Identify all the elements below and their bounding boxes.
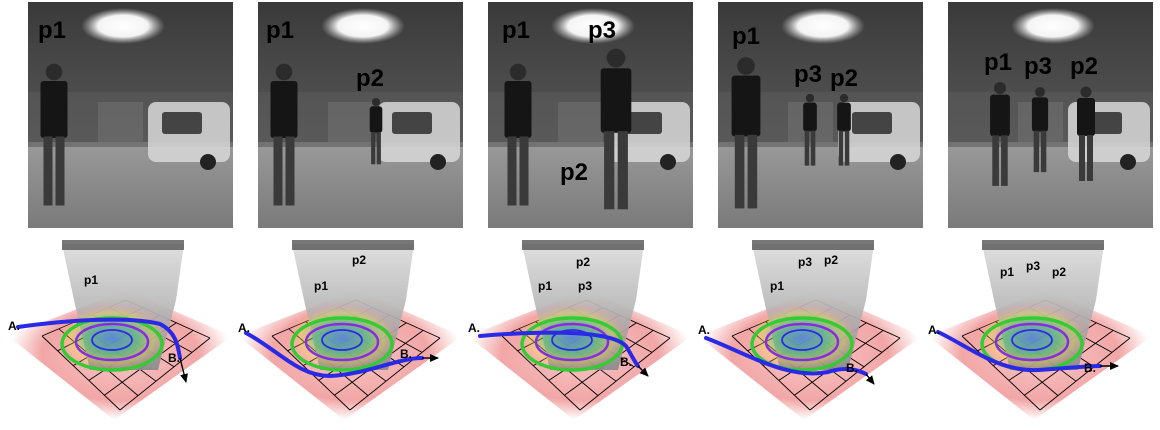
map-person-label: p2 (352, 253, 366, 267)
map-person-label: p2 (1052, 265, 1066, 279)
occupancy-map: A. B. p1 (8, 240, 232, 420)
panel-3: p1 p3 p2 A. B. p1 p2 p3 (468, 2, 693, 420)
start-label: A. (8, 319, 20, 333)
end-label: B. (1084, 361, 1096, 375)
start-label: A. (238, 321, 250, 335)
map-person-label: p1 (314, 279, 328, 293)
occupancy-map: A. B. p1 p3 p2 (928, 240, 1152, 420)
occupancy-map: A. B. p1 p3 p2 (698, 240, 922, 420)
map-person-label: p3 (798, 255, 812, 269)
trajectory-path (936, 330, 1102, 373)
camera-photo: p1 p3 p2 (948, 2, 1153, 228)
start-label: A. (468, 321, 480, 335)
photo-person-label: p3 (794, 61, 822, 88)
photo-person-label: p1 (38, 17, 66, 44)
contour-mid (304, 322, 380, 362)
occupancy-map: A. B. p1 p2 (238, 240, 462, 420)
map-person-label: p1 (84, 273, 98, 287)
person-figure (504, 63, 532, 206)
camera-photo: p1 (28, 2, 233, 228)
trajectory-path (244, 331, 424, 379)
person-figure (803, 93, 817, 166)
photo-person-label: p3 (588, 17, 616, 44)
direction-arrow (179, 357, 188, 383)
contour-inner (1011, 329, 1053, 351)
photo-person-label: p2 (830, 65, 858, 92)
heatmap (742, 302, 862, 374)
photo-person-label: p1 (266, 17, 294, 44)
heatmap (512, 302, 632, 374)
heatmap (972, 302, 1092, 374)
camera-photo: p1 p3 p2 (488, 2, 693, 228)
map-person-label: p2 (576, 255, 590, 269)
person-figure (1031, 87, 1049, 173)
map-person-label: p2 (824, 253, 838, 267)
end-label: B. (620, 355, 632, 369)
start-label: A. (928, 323, 940, 337)
contour-inner (781, 329, 823, 351)
heatmap (282, 302, 402, 374)
contour-mid (994, 322, 1070, 362)
camera-photo: p1 p2 (258, 2, 463, 228)
contour-mid (534, 322, 610, 362)
photo-person-label: p3 (1024, 53, 1052, 80)
contour-outer (750, 316, 854, 372)
direction-arrow (637, 365, 649, 377)
person-figure (270, 63, 298, 206)
trajectory-path (478, 330, 640, 368)
end-label: B. (400, 347, 412, 361)
panel-5: p1 p3 p2 A. B. p1 p3 p2 (928, 2, 1153, 420)
photo-person-label: p2 (1070, 53, 1098, 80)
occupancy-map: A. B. p1 p2 p3 (468, 240, 692, 420)
photo-person-label: p1 (984, 49, 1012, 76)
person-figure (731, 57, 761, 209)
contour-inner (321, 329, 363, 351)
photo-person-label: p1 (732, 23, 760, 50)
person-figure (990, 81, 1010, 186)
person-figure (40, 63, 68, 206)
map-person-label: p1 (770, 279, 784, 293)
camera-photo: p1 p3 p2 (718, 2, 923, 228)
person-figure (600, 48, 632, 210)
heatmap (52, 302, 172, 374)
photo-person-label: p1 (502, 17, 530, 44)
start-label: A. (698, 323, 710, 337)
person-figure (369, 98, 383, 165)
end-label: B. (846, 361, 858, 375)
contour-outer (290, 316, 394, 372)
direction-arrow (865, 373, 875, 385)
end-label: B. (168, 351, 180, 365)
trajectory-path (704, 336, 868, 376)
map-person-label: p3 (1026, 259, 1040, 273)
map-person-label: p1 (1000, 265, 1014, 279)
contour-mid (764, 322, 840, 362)
panel-4: p1 p3 p2 A. B. p1 p3 p2 (698, 2, 923, 420)
photo-person-label: p2 (560, 159, 588, 186)
contour-inner (91, 329, 133, 351)
panel-1: p1 A. B. p1 (8, 2, 233, 420)
trajectory-path (16, 317, 182, 360)
panel-2: p1 p2 A. B. p1 p2 (238, 2, 463, 420)
contour-mid (74, 322, 150, 362)
contour-inner (551, 329, 593, 351)
photo-person-label: p2 (356, 65, 384, 92)
map-person-label: p1 (538, 279, 552, 293)
map-person-label: p3 (578, 279, 592, 293)
person-figure (1077, 86, 1095, 181)
person-figure (837, 93, 851, 166)
